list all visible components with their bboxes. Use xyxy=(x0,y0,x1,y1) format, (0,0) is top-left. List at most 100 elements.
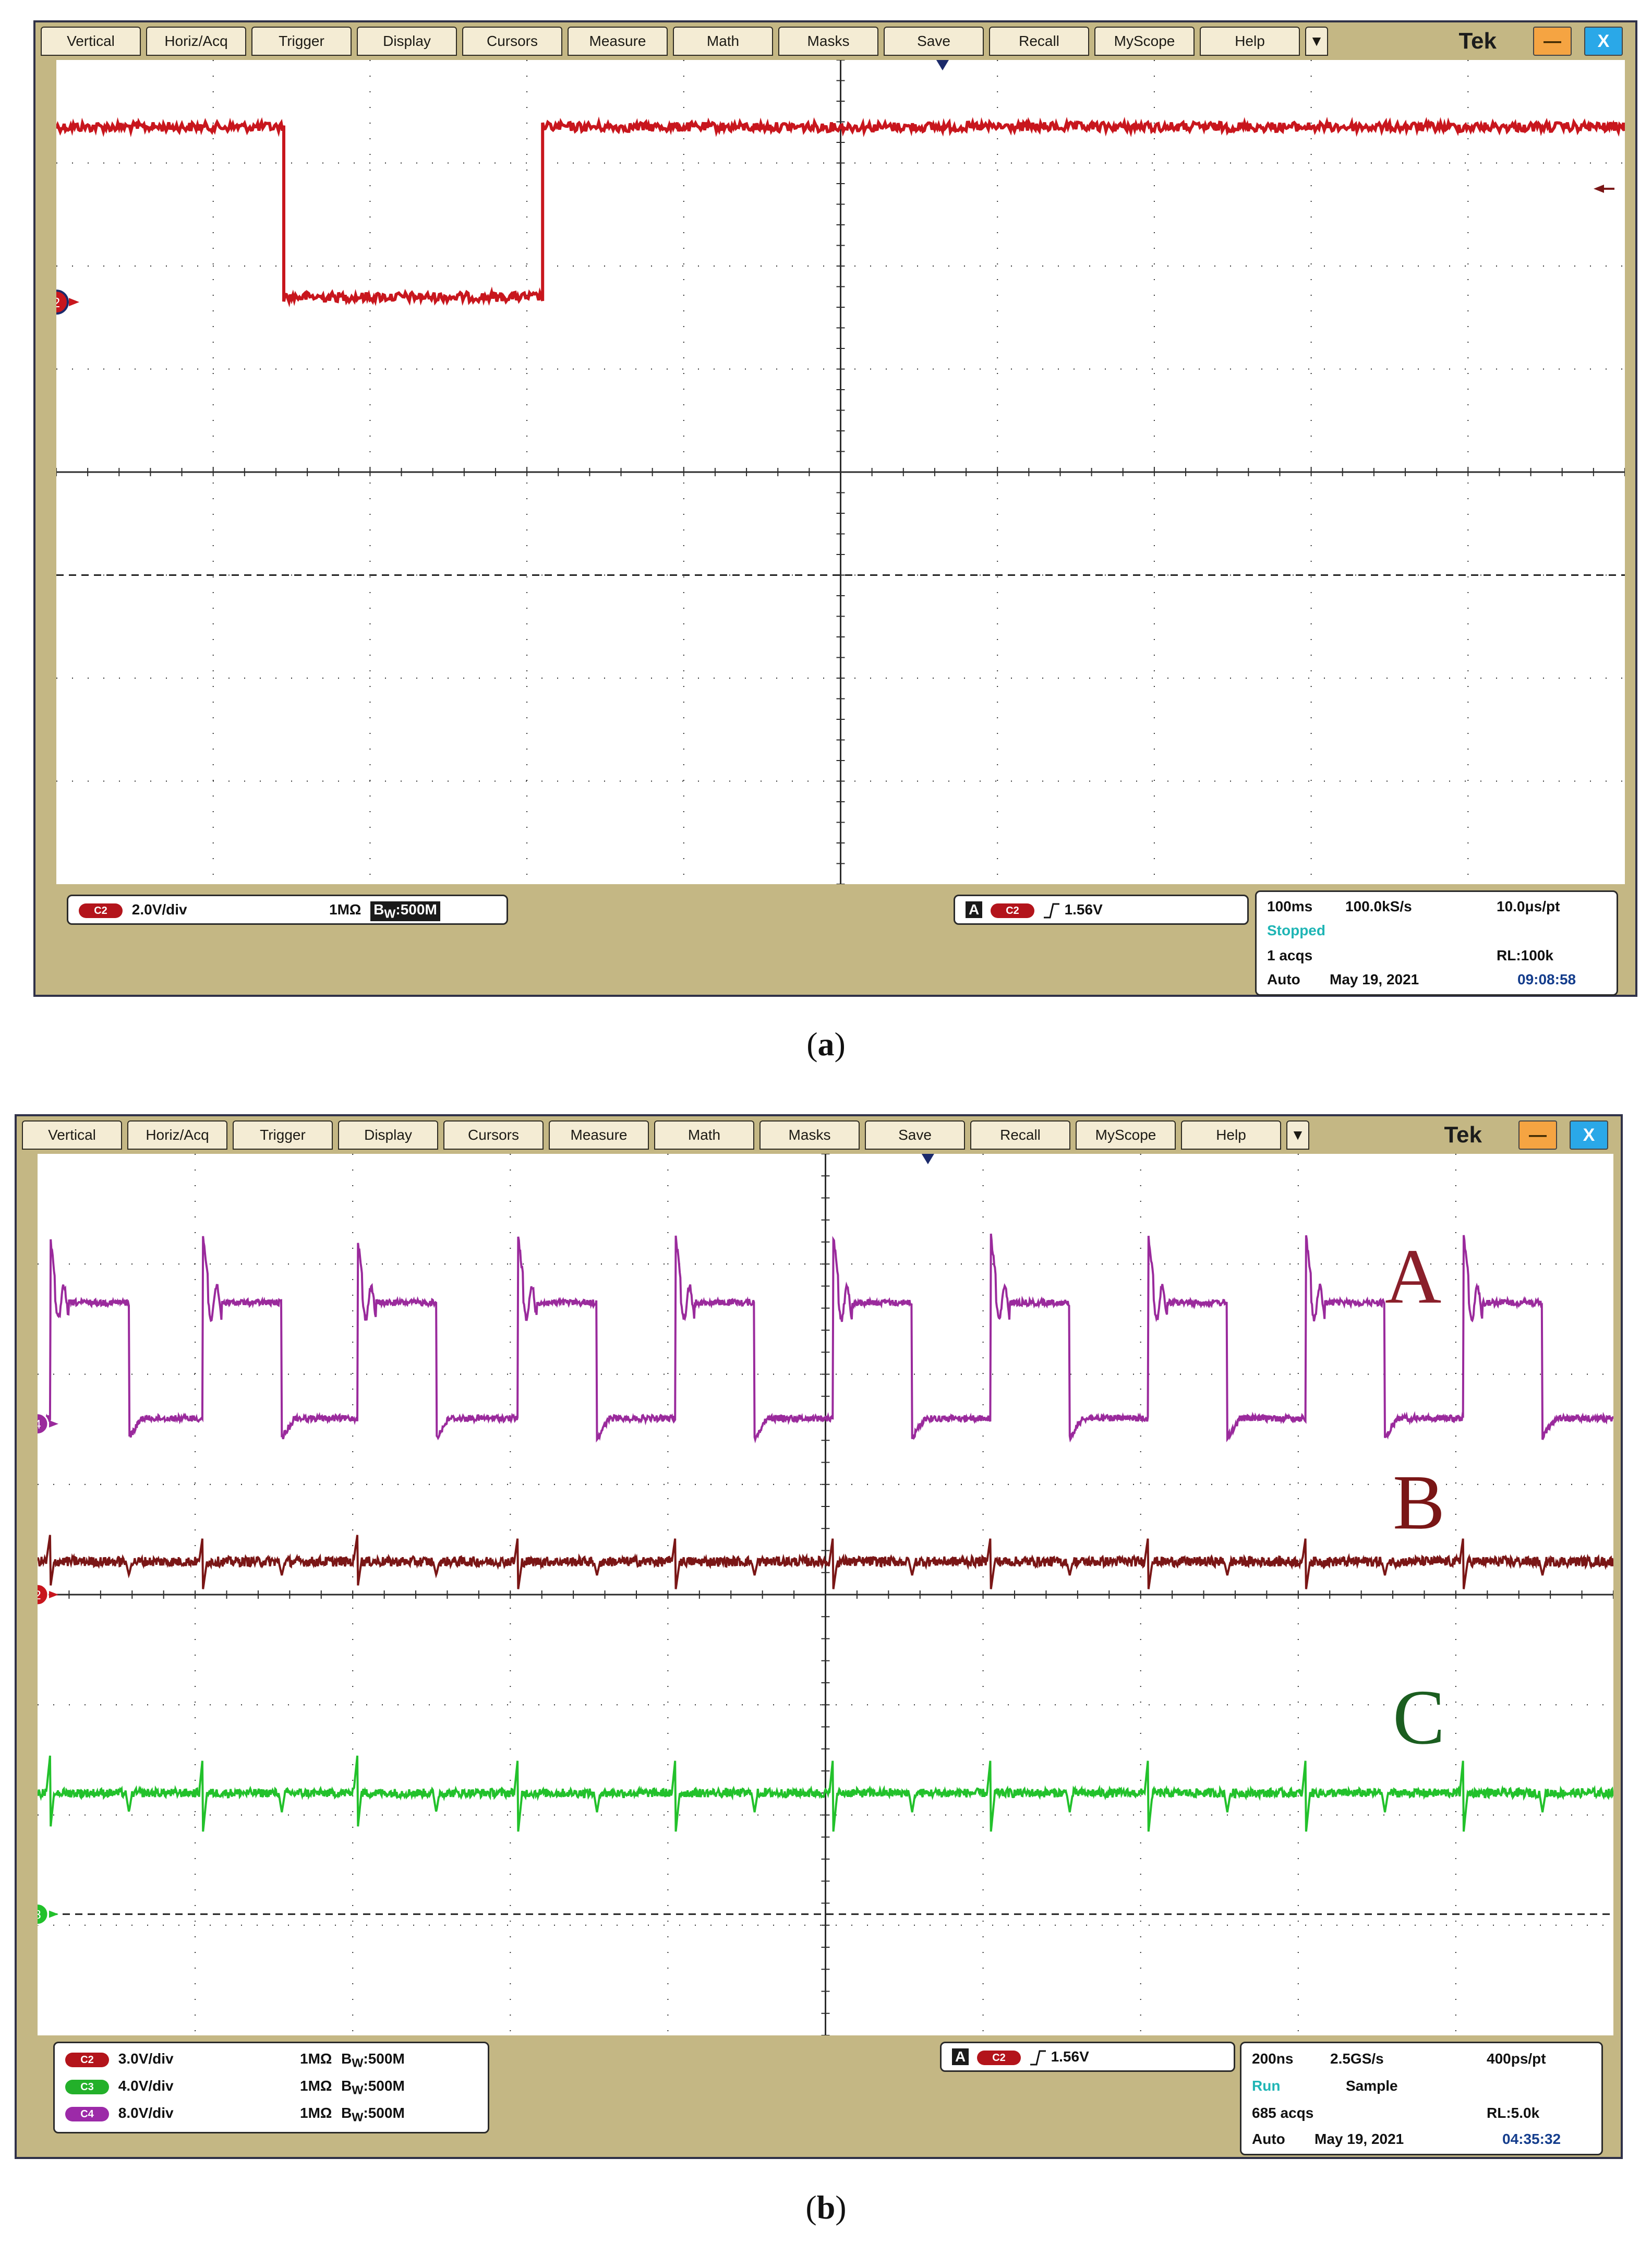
time-per-point: 10.0μs/pt xyxy=(1497,898,1560,914)
graticule xyxy=(38,1154,1613,2035)
minimize-icon[interactable]: — xyxy=(1518,1120,1557,1150)
ch3-ground-marker-icon-label: 3 xyxy=(38,1908,41,1922)
menu-help[interactable]: Help xyxy=(1200,27,1300,56)
sample-rate: 2.5GS/s xyxy=(1330,2051,1384,2067)
menu-recall[interactable]: Recall xyxy=(970,1120,1070,1150)
channel-badge-c2[interactable]: C2 xyxy=(65,2052,109,2067)
dropdown-arrow-icon[interactable]: ▼ xyxy=(1286,1120,1309,1150)
trigger-position-marker-icon xyxy=(921,1154,934,1164)
channel-badge-c4[interactable]: C4 xyxy=(65,2106,109,2121)
trace-label-c: C xyxy=(1393,1674,1445,1760)
menu-trigger[interactable]: Trigger xyxy=(251,27,352,56)
close-icon[interactable]: X xyxy=(1584,27,1623,56)
trigger-mode: A xyxy=(966,901,983,918)
acquisition-state: Run xyxy=(1252,2078,1281,2094)
bandwidth-label: BW:500M xyxy=(341,2051,405,2070)
status-bar: C2 2.0V/div 1MΩ BW:500M A C2 1.56V 100ms… xyxy=(35,884,1635,996)
trigger-mode-auto: Auto xyxy=(1252,2131,1285,2147)
menu-horiz-acq[interactable]: Horiz/Acq xyxy=(127,1120,227,1150)
menu-bar: Vertical Horiz/Acq Trigger Display Curso… xyxy=(35,22,1635,60)
ch4-ground-marker-icon-label: 4 xyxy=(38,1418,41,1432)
ch2-trace xyxy=(38,1535,1613,1589)
menu-save[interactable]: Save xyxy=(884,27,984,56)
status-bar: C2 3.0V/div 1MΩ BW:500M C3 4.0V/div 1MΩ … xyxy=(17,2035,1621,2157)
right-bezel xyxy=(1613,1154,1621,2035)
menu-masks[interactable]: Masks xyxy=(778,27,878,56)
menu-cursors[interactable]: Cursors xyxy=(443,1120,544,1150)
ground-marker-label: 2 xyxy=(56,295,60,310)
tek-logo: Tek xyxy=(1444,1122,1482,1148)
ch2-ground-marker-icon-label: 2 xyxy=(38,1588,41,1602)
time: 04:35:32 xyxy=(1502,2131,1561,2147)
ch2-ground-marker-icon xyxy=(38,1583,49,1606)
caption-a: (a) xyxy=(806,1026,846,1063)
menu-math[interactable]: Math xyxy=(654,1120,754,1150)
menu-display[interactable]: Display xyxy=(338,1120,438,1150)
trigger-slope-icon xyxy=(1043,903,1059,919)
acquisition-state: Stopped xyxy=(1267,922,1325,938)
bandwidth-label: BW:500M xyxy=(370,901,440,921)
right-bezel xyxy=(1625,60,1635,884)
ch2-trace xyxy=(56,116,1625,308)
scope-window-b: Vertical Horiz/Acq Trigger Display Curso… xyxy=(15,1114,1623,2159)
left-bezel xyxy=(17,1154,38,2035)
scope-window-a: Vertical Horiz/Acq Trigger Display Curso… xyxy=(33,20,1637,997)
menu-save[interactable]: Save xyxy=(865,1120,965,1150)
trigger-level: 1.56V xyxy=(1064,901,1103,918)
time: 09:08:58 xyxy=(1517,971,1576,987)
ch4-ground-marker-icon-arrow xyxy=(49,1420,58,1428)
minimize-icon[interactable]: — xyxy=(1533,27,1572,56)
menu-math[interactable]: Math xyxy=(673,27,773,56)
trigger-mode: A xyxy=(952,2048,969,2065)
close-icon[interactable]: X xyxy=(1570,1120,1608,1150)
time-per-point: 400ps/pt xyxy=(1487,2051,1546,2067)
trigger-readout[interactable]: A C2 1.56V xyxy=(954,895,1249,925)
ch4-ground-marker-icon xyxy=(38,1413,49,1436)
ch3-trace xyxy=(38,1755,1613,1832)
channel-scale: 3.0V/div xyxy=(118,2051,174,2067)
left-bezel xyxy=(35,60,56,884)
timebase-readout[interactable]: 100ms 100.0kS/s 10.0μs/pt Stopped 1 acqs… xyxy=(1255,890,1618,996)
timebase-readout[interactable]: 200ns 2.5GS/s 400ps/pt Run Sample 685 ac… xyxy=(1240,2042,1603,2155)
trace-label-b: B xyxy=(1393,1459,1445,1546)
menu-myscope[interactable]: MyScope xyxy=(1094,27,1195,56)
record-length: RL:5.0k xyxy=(1487,2105,1540,2121)
time-per-div: 100ms xyxy=(1267,898,1313,914)
ch2-ground-marker-icon-arrow xyxy=(49,1591,58,1598)
channel-impedance: 1MΩ xyxy=(300,2105,332,2121)
channel-badge-c2[interactable]: C2 xyxy=(79,903,123,918)
menu-cursors[interactable]: Cursors xyxy=(462,27,562,56)
channel-ground-marker-icon xyxy=(56,290,69,315)
dropdown-arrow-icon[interactable]: ▼ xyxy=(1305,27,1328,56)
channel-badge-c3[interactable]: C3 xyxy=(65,2079,109,2094)
ch4-trace xyxy=(38,1233,1613,1444)
waveform-display: A B C 4 2 3 xyxy=(38,1154,1613,2035)
graticule xyxy=(56,60,1625,884)
menu-recall[interactable]: Recall xyxy=(989,27,1089,56)
channel-scale: 2.0V/div xyxy=(131,901,187,918)
menu-myscope[interactable]: MyScope xyxy=(1076,1120,1176,1150)
channel-readout: C2 2.0V/div 1MΩ BW:500M xyxy=(67,895,508,925)
sample-rate: 100.0kS/s xyxy=(1345,898,1412,914)
menu-measure[interactable]: Measure xyxy=(549,1120,649,1150)
bandwidth-label: BW:500M xyxy=(341,2078,405,2097)
date: May 19, 2021 xyxy=(1315,2131,1404,2147)
menu-vertical[interactable]: Vertical xyxy=(22,1120,122,1150)
waveform-display: 2 xyxy=(56,60,1625,884)
menu-display[interactable]: Display xyxy=(357,27,457,56)
menu-trigger[interactable]: Trigger xyxy=(233,1120,333,1150)
menu-vertical[interactable]: Vertical xyxy=(41,27,141,56)
menu-help[interactable]: Help xyxy=(1181,1120,1281,1150)
channel-impedance: 1MΩ xyxy=(329,901,361,918)
menu-masks[interactable]: Masks xyxy=(759,1120,860,1150)
caption-b: (b) xyxy=(805,2189,847,2226)
channel-scale: 8.0V/div xyxy=(118,2105,174,2121)
acquisition-count: 1 acqs xyxy=(1267,947,1313,963)
record-length: RL:100k xyxy=(1497,947,1553,963)
trace-label-a: A xyxy=(1385,1233,1441,1320)
date: May 19, 2021 xyxy=(1330,971,1419,987)
trigger-readout[interactable]: A C2 1.56V xyxy=(940,2042,1235,2072)
menu-measure[interactable]: Measure xyxy=(568,27,668,56)
menu-horiz-acq[interactable]: Horiz/Acq xyxy=(146,27,246,56)
trigger-mode-auto: Auto xyxy=(1267,971,1300,987)
